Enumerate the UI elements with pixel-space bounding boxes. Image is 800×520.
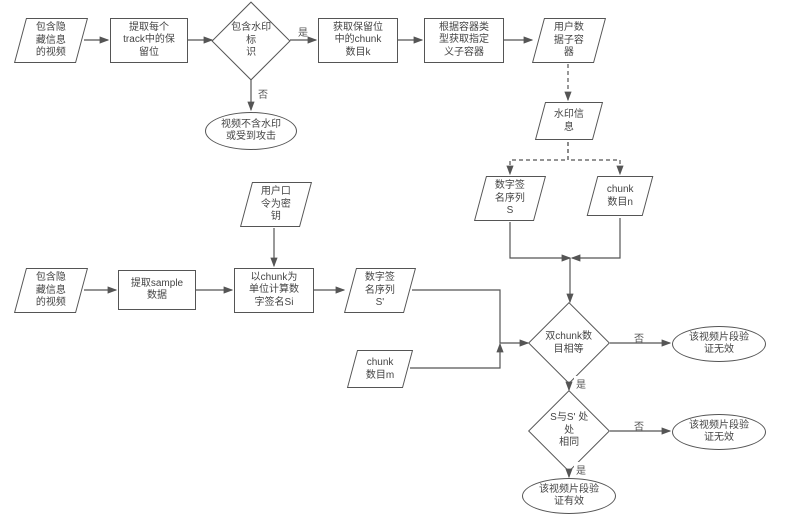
edge-d1-no: 否 (632, 330, 646, 345)
node-sig-seq-s: 数字签名序列S (474, 176, 546, 221)
edge-d2-no: 否 (632, 418, 646, 433)
label: 提取每个track中的保留位 (123, 22, 175, 60)
node-sig-seq-sprime: 数字签名序列S' (344, 268, 416, 313)
label: 包含隐藏信息的视频 (36, 272, 66, 310)
label: S与S' 处处相同 (545, 412, 593, 450)
node-d2-valid: 该视频片段验证有效 (522, 478, 616, 514)
node-sig-equal: S与S' 处处相同 (528, 390, 610, 472)
label: 获取保留位中的chunk数目k (333, 22, 383, 60)
node-get-chunk-k: 获取保留位中的chunk数目k (318, 18, 398, 63)
label: 用户数据子容器 (554, 22, 584, 60)
label: 提取sample数据 (131, 278, 183, 303)
node-compute-sig: 以chunk为单位计算数字签名Si (234, 268, 314, 313)
label: 用户口令为密钥 (261, 186, 291, 224)
node-user-key: 用户口令为密钥 (240, 182, 312, 227)
label: 数字签名序列S (495, 180, 525, 218)
edge-d2-yes: 是 (574, 462, 588, 477)
node-input-video-1: 包含隐藏信息的视频 (14, 18, 88, 63)
node-has-watermark: 包含水印标识 (211, 1, 290, 80)
node-extract-sample: 提取sample数据 (118, 270, 196, 310)
node-watermark-info: 水印信息 (535, 102, 603, 140)
node-get-subcontainer: 根据容器类型获取指定义子容器 (424, 18, 504, 63)
edge-n3-yes: 是 (296, 24, 310, 39)
node-no-watermark-result: 视频不含水印或受到攻击 (205, 112, 297, 150)
edge-n3-no: 否 (256, 86, 270, 101)
label: 包含隐藏信息的视频 (36, 22, 66, 60)
label: 根据容器类型获取指定义子容器 (439, 22, 489, 60)
label: 该视频片段验证无效 (689, 420, 749, 445)
label: chunk数目m (366, 357, 394, 382)
node-user-container: 用户数据子容器 (532, 18, 606, 63)
node-extract-track: 提取每个track中的保留位 (110, 18, 188, 63)
label: 包含水印标识 (228, 22, 274, 60)
label: 水印信息 (554, 109, 584, 134)
label: 数字签名序列S' (365, 272, 395, 310)
node-d2-invalid: 该视频片段验证无效 (672, 414, 766, 450)
label: 视频不含水印或受到攻击 (221, 119, 281, 144)
label: chunk数目n (607, 184, 634, 209)
node-chunk-equal: 双chunk数目相等 (528, 302, 610, 384)
label: 该视频片段验证无效 (689, 332, 749, 357)
node-chunk-n: chunk数目n (587, 176, 654, 216)
label: 以chunk为单位计算数字签名Si (249, 272, 299, 310)
node-chunk-m: chunk数目m (347, 350, 413, 388)
label: 双chunk数目相等 (545, 331, 593, 356)
node-input-video-2: 包含隐藏信息的视频 (14, 268, 88, 313)
edge-d1-yes: 是 (574, 376, 588, 391)
node-d1-invalid: 该视频片段验证无效 (672, 326, 766, 362)
label: 该视频片段验证有效 (539, 484, 599, 509)
